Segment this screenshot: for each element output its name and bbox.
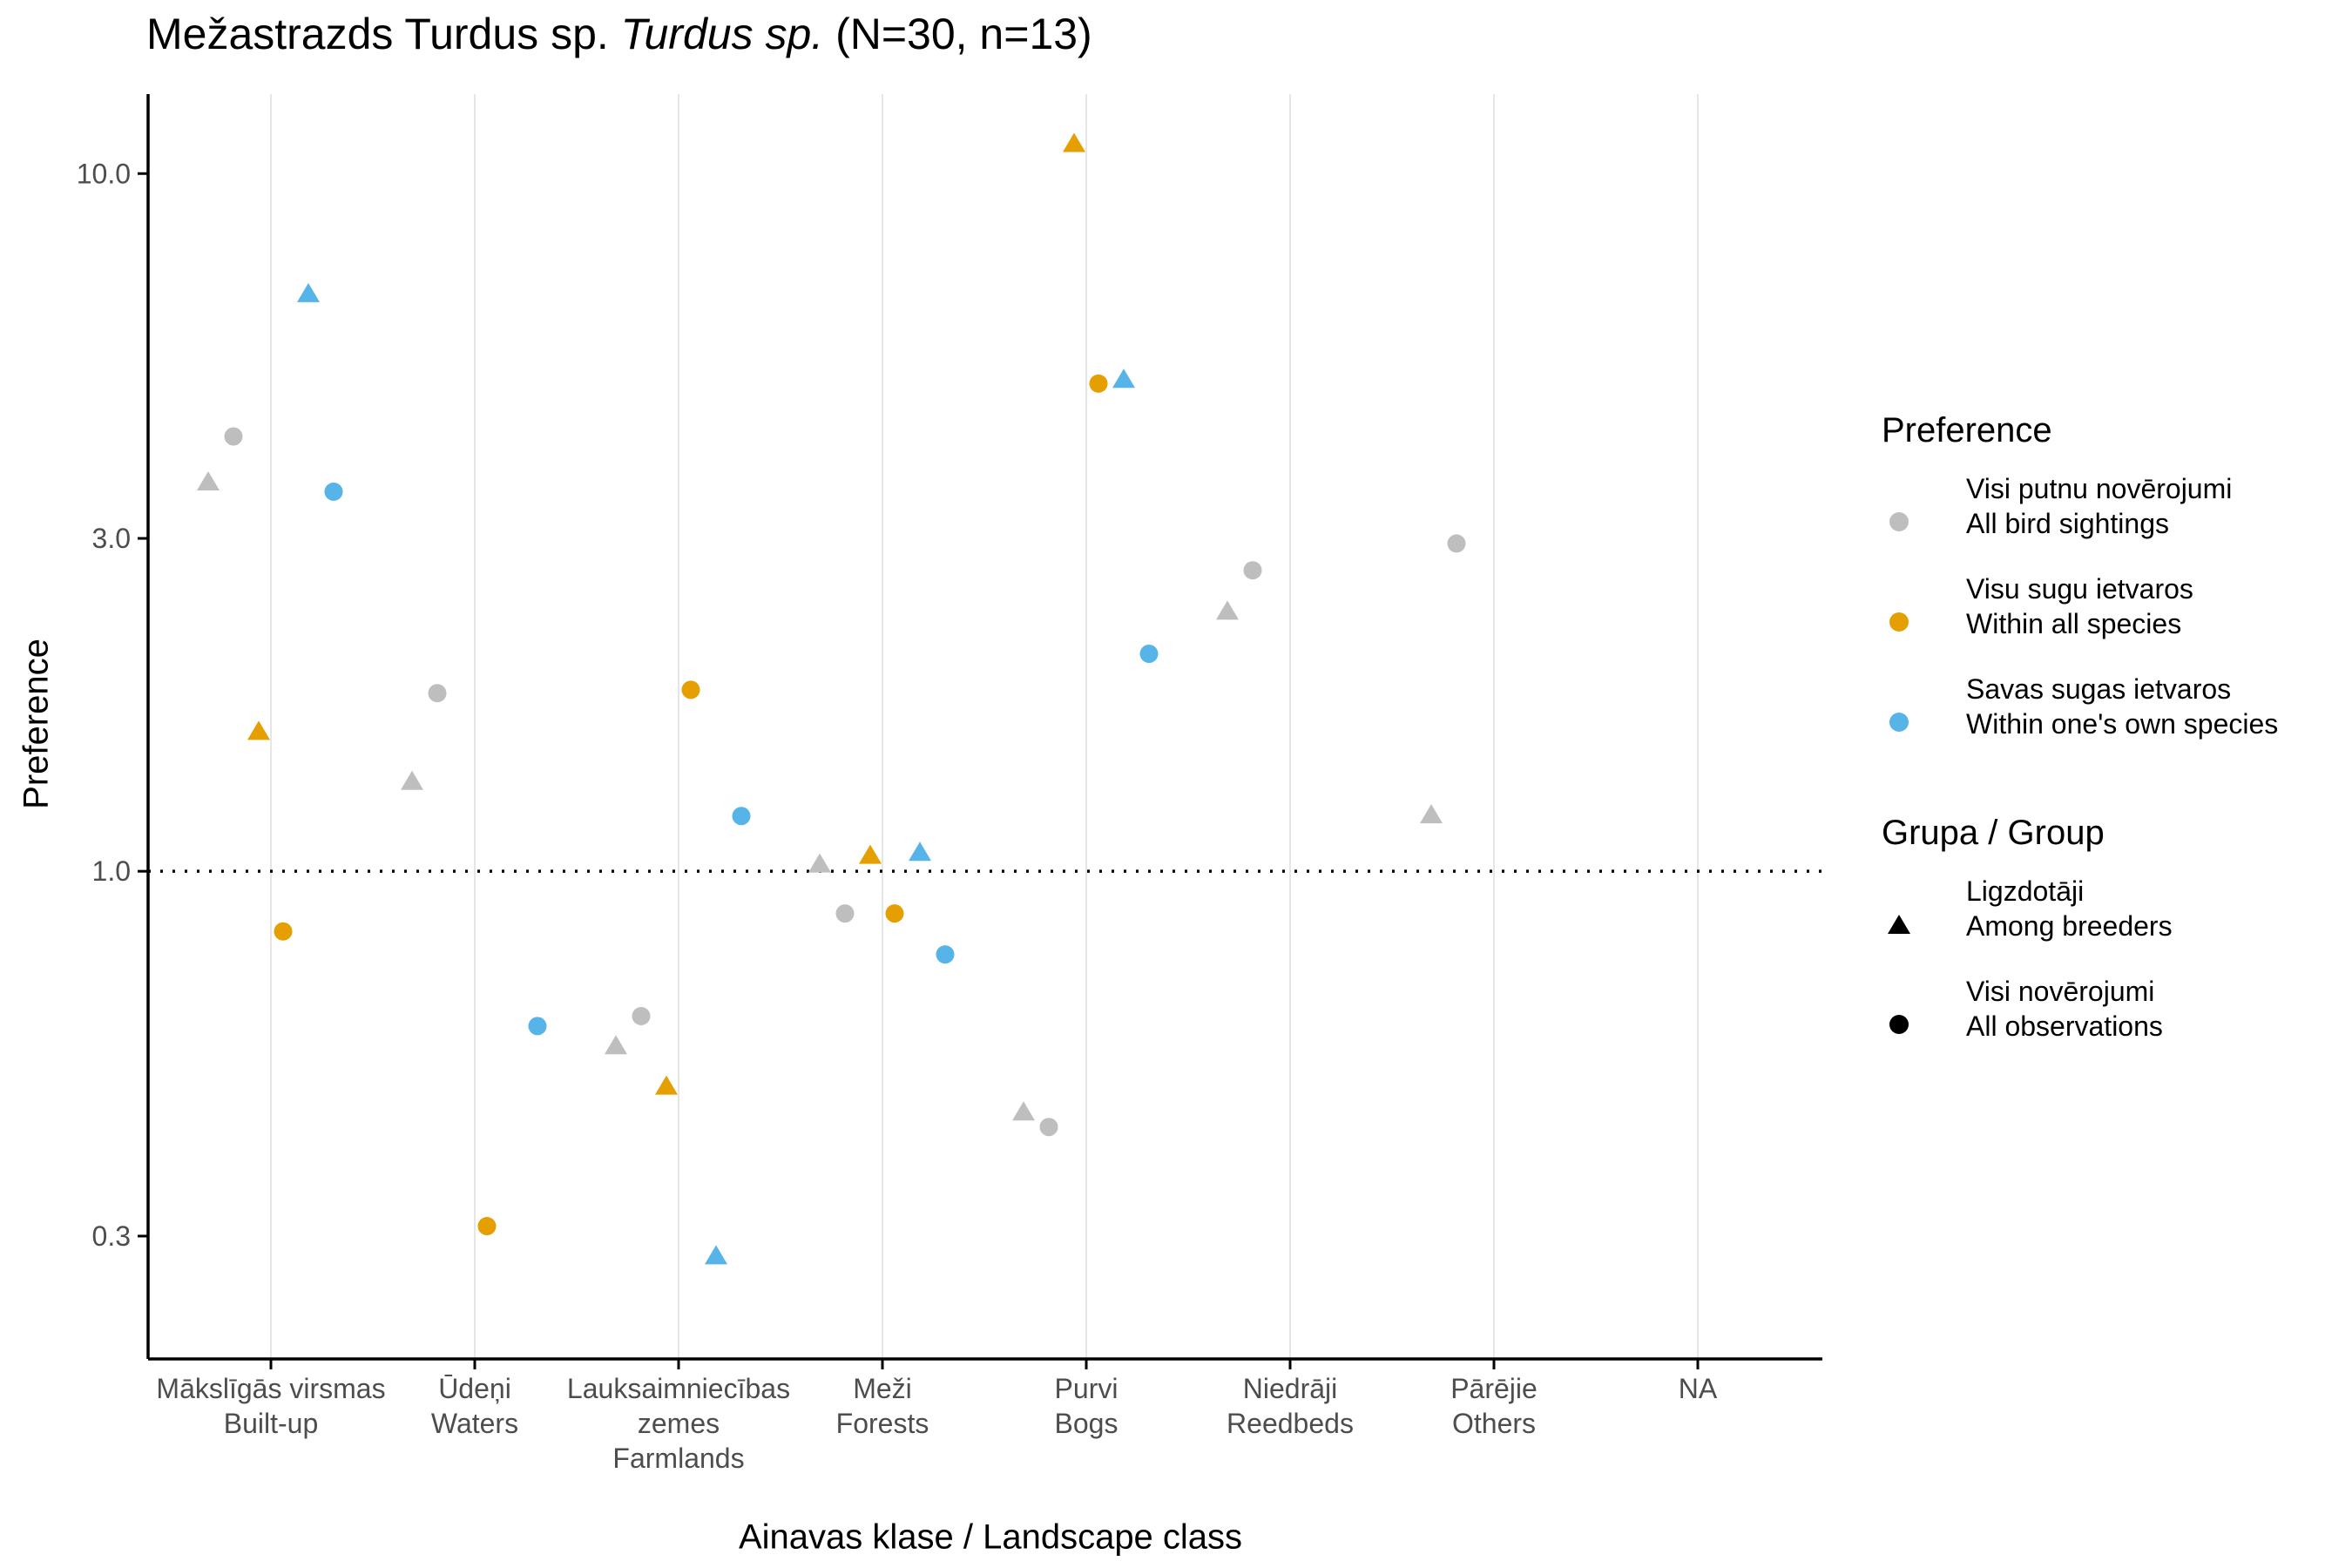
data-point-circle — [936, 945, 955, 964]
legend-item-within-all-species: Visu sugu ietvaros Within all species — [1966, 571, 2193, 641]
data-point-triangle — [297, 282, 320, 302]
data-point-circle — [274, 922, 293, 941]
data-point-circle — [632, 1006, 651, 1025]
y-tick-label: 3.0 — [92, 523, 131, 554]
x-tick-label: Purvi Bogs — [1055, 1373, 1119, 1439]
legend-preference-title: Preference — [1882, 411, 2052, 449]
data-point-triangle — [1216, 600, 1239, 620]
legend-key-breeders — [1882, 907, 1916, 942]
legend-key-all-observations — [1882, 1007, 1916, 1042]
legend-label: All observations — [1966, 1010, 2163, 1042]
data-point-circle — [528, 1017, 547, 1036]
data-point-triangle — [859, 844, 882, 864]
data-point-triangle — [247, 720, 270, 740]
data-point-circle — [324, 482, 343, 501]
x-tick-label: Mākslīgās virsmas Built-up — [156, 1373, 385, 1439]
data-point-circle — [477, 1217, 497, 1236]
legend-key-within-own-species — [1882, 705, 1916, 740]
data-point-triangle — [808, 853, 831, 873]
data-point-circle — [1039, 1118, 1058, 1137]
data-point-triangle — [401, 770, 423, 790]
data-point-triangle — [605, 1035, 627, 1055]
legend-label: Visu sugu ietvaros — [1966, 573, 2193, 605]
data-point-triangle — [1112, 368, 1135, 389]
legend-label: Among breeders — [1966, 910, 2173, 942]
legend-label: Visi putnu novērojumi — [1966, 473, 2233, 504]
data-point-triangle — [1063, 132, 1085, 152]
y-tick-label: 1.0 — [92, 855, 131, 887]
legend-label: Ligzdotāji — [1966, 875, 2085, 907]
data-point-triangle — [705, 1245, 727, 1265]
data-point-circle — [835, 904, 855, 923]
legend-item-all-observations: Visi novērojumi All observations — [1966, 974, 2163, 1044]
data-point-circle — [428, 684, 447, 703]
legend-label: Visi novērojumi — [1966, 976, 2155, 1007]
data-point-triangle — [909, 841, 931, 862]
x-tick-label: Meži Forests — [836, 1373, 929, 1439]
legend-label: Within all species — [1966, 608, 2182, 639]
chart-title-main: Mežastrazds Turdus sp. — [146, 10, 609, 58]
data-point-triangle — [1420, 804, 1443, 824]
x-axis-label: Ainavas klase / Landscape class — [738, 1517, 1243, 1557]
legend-label: Savas sugas ietvaros — [1966, 673, 2232, 705]
legend-item-within-own-species: Savas sugas ietvaros Within one's own sp… — [1966, 672, 2278, 741]
data-point-circle — [1447, 534, 1466, 553]
data-point-circle — [1243, 561, 1262, 580]
x-tick-label: Ūdeņi Waters — [431, 1373, 518, 1439]
legend-label: All bird sightings — [1966, 508, 2169, 539]
x-tick-label: Niedrāji Reedbeds — [1227, 1373, 1354, 1439]
data-point-circle — [1139, 644, 1159, 663]
data-point-triangle — [197, 470, 220, 490]
data-point-circle — [681, 680, 700, 700]
y-tick-label: 0.3 — [92, 1220, 131, 1252]
legend-item-breeders: Ligzdotāji Among breeders — [1966, 874, 2173, 943]
data-point-circle — [732, 807, 751, 826]
x-tick-label: Lauksaimniecības zemes Farmlands — [567, 1373, 790, 1474]
data-point-circle — [1089, 374, 1108, 393]
data-point-circle — [224, 427, 243, 446]
data-point-triangle — [1012, 1101, 1035, 1121]
legend-group-title: Grupa / Group — [1882, 814, 2105, 852]
x-tick-label: NA — [1679, 1373, 1718, 1404]
y-axis-label: Preference — [17, 639, 56, 809]
chart-title-counts: (N=30, n=13) — [835, 10, 1092, 58]
data-point-triangle — [655, 1075, 678, 1095]
chart-title-italic: Turdus sp. — [620, 10, 824, 58]
legend-label: Within one's own species — [1966, 708, 2279, 740]
chart-title: Mežastrazds Turdus sp. Turdus sp. (N=30,… — [146, 9, 1092, 59]
legend-key-within-all-species — [1882, 605, 1916, 639]
y-tick-label: 10.0 — [77, 158, 131, 189]
legend-item-all-sightings: Visi putnu novērojumi All bird sightings — [1966, 471, 2232, 541]
data-point-circle — [885, 904, 904, 923]
legend-key-all-sightings — [1882, 504, 1916, 539]
x-tick-label: Pārējie Others — [1450, 1373, 1538, 1439]
